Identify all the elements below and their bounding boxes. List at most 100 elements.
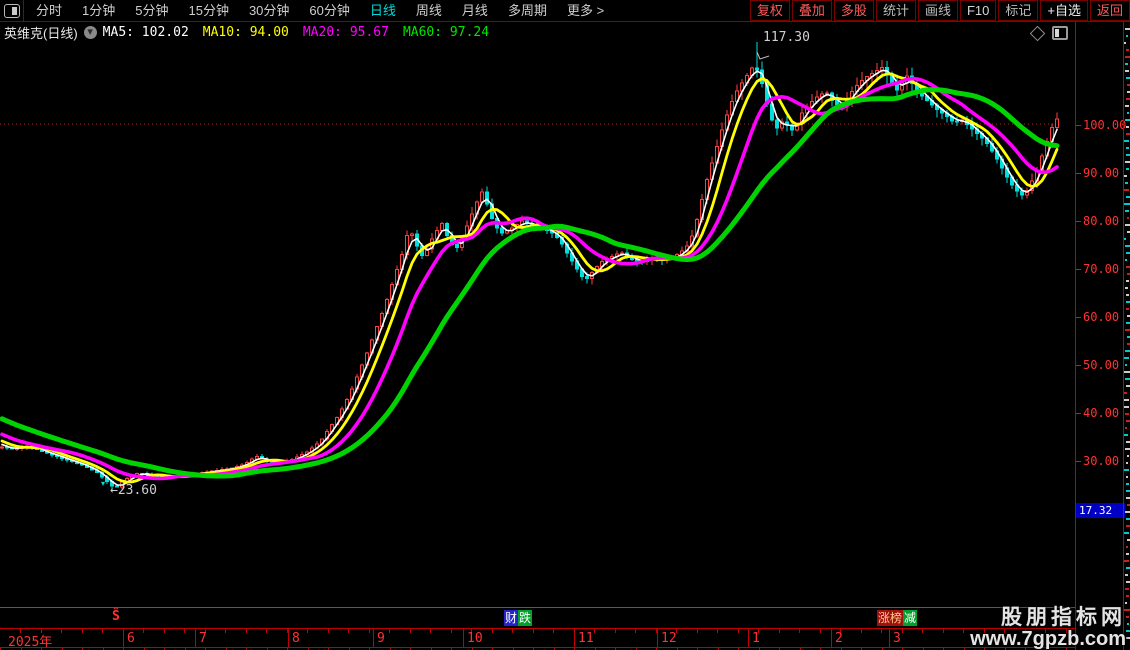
- bottom-tick: [820, 647, 821, 650]
- button-overlay[interactable]: 叠加: [791, 0, 832, 21]
- bottom-tick: [1066, 647, 1067, 650]
- date-minor-tick: [307, 629, 308, 633]
- mini-strip-mark: [1126, 91, 1130, 93]
- date-minor-tick: [82, 629, 83, 633]
- month-label: 9: [377, 631, 385, 646]
- mini-strip-mark: [1124, 560, 1130, 562]
- bottom-tick: [472, 647, 473, 650]
- mini-strip-mark: [1124, 357, 1130, 359]
- date-minor-tick: [512, 629, 513, 633]
- price-tick-label: 60.00: [1083, 310, 1120, 324]
- menu-item-timeshare[interactable]: 分时: [36, 3, 63, 18]
- chart-corner-icons: [1029, 25, 1068, 41]
- mini-strip-mark: [1125, 518, 1130, 520]
- price-tick: [1076, 221, 1081, 222]
- bottom-tick: [287, 647, 288, 650]
- date-minor-tick: [840, 629, 841, 633]
- menu-item-30min[interactable]: 30分钟: [248, 3, 290, 18]
- button-f10[interactable]: F10: [959, 0, 997, 21]
- bottom-tick: [144, 647, 145, 650]
- month-label: 2: [835, 631, 843, 646]
- mini-strip-mark: [1125, 280, 1129, 282]
- stock-name: 英维克(日线): [4, 25, 78, 41]
- bottom-tick: [205, 647, 206, 650]
- mini-strip-mark: [1126, 133, 1130, 135]
- button-back[interactable]: 返回: [1089, 0, 1130, 21]
- date-minor-tick: [594, 629, 595, 633]
- month-label: 3: [893, 631, 901, 646]
- candlestick-chart[interactable]: 117.30 ←23.60 ▾: [0, 30, 1075, 608]
- date-minor-tick: [963, 629, 964, 633]
- bottom-tick: [1005, 647, 1006, 650]
- button-draw-line[interactable]: 画线: [917, 0, 958, 21]
- indicator-tag: 财: [504, 610, 519, 626]
- bottom-tick: [574, 647, 575, 650]
- menu-item-weekly[interactable]: 周线: [415, 3, 442, 18]
- price-tick: [1076, 365, 1081, 366]
- bottom-tick: [923, 647, 924, 650]
- bottom-tick: [636, 647, 637, 650]
- mini-strip-mark: [1126, 539, 1130, 541]
- date-minor-tick: [738, 629, 739, 633]
- menu-item-more[interactable]: 更多 >: [566, 3, 605, 18]
- date-minor-tick: [902, 629, 903, 633]
- mini-strip-mark: [1125, 497, 1130, 499]
- bottom-tick: [964, 647, 965, 650]
- menu-item-monthly[interactable]: 月线: [461, 3, 488, 18]
- mini-strip-mark: [1125, 119, 1130, 121]
- signal-s-marker: Ŝ: [112, 609, 120, 624]
- price-tick-label: 70.00: [1083, 262, 1120, 276]
- signal-marker-row: Ŝ 财跌 涨榜减: [0, 608, 1075, 628]
- chevron-down-icon[interactable]: ▾: [83, 25, 97, 39]
- bottom-tick: [1025, 647, 1026, 650]
- menu-item-daily[interactable]: 日线: [369, 3, 396, 18]
- mini-strip-mark: [1125, 301, 1130, 303]
- mini-strip-mark: [1125, 196, 1130, 198]
- button-statistics[interactable]: 统计: [875, 0, 916, 21]
- mini-strip-mark: [1126, 98, 1130, 100]
- bottom-tick: [718, 647, 719, 650]
- mini-strip-mark: [1124, 371, 1130, 373]
- date-minor-tick: [779, 629, 780, 633]
- bottom-tick: [554, 647, 555, 650]
- mini-strip-mark: [1125, 147, 1129, 149]
- bottom-tick: [1046, 647, 1047, 650]
- bottom-tick: [123, 647, 124, 650]
- window-panel-icon[interactable]: [4, 3, 20, 18]
- price-tick-label: 40.00: [1083, 406, 1120, 420]
- price-axis: 100.00 90.00 80.00 70.00 60.00 50.00 40.00 30.0…: [1075, 22, 1126, 650]
- date-minor-tick: [471, 629, 472, 633]
- period-menu: 分时 1分钟 5分钟 15分钟 30分钟 60分钟 日线 周线 月线 多周期 更多 >: [26, 0, 614, 21]
- mini-strip-mark: [1124, 259, 1128, 261]
- menu-item-60min[interactable]: 60分钟: [309, 3, 350, 18]
- mini-strip-mark: [1124, 28, 1130, 30]
- bottom-tick: [492, 647, 493, 650]
- mini-strip-mark: [1126, 112, 1130, 114]
- menu-item-15min[interactable]: 15分钟: [188, 3, 229, 18]
- menu-item-multi-period[interactable]: 多周期: [507, 3, 547, 18]
- mini-strip-mark: [1124, 469, 1129, 471]
- mini-strip-mark: [1125, 595, 1130, 597]
- mini-strip-mark: [1126, 525, 1130, 527]
- button-add-watchlist[interactable]: +自选: [1040, 0, 1088, 21]
- price-tick: [1076, 461, 1081, 462]
- diamond-icon[interactable]: [1029, 25, 1046, 41]
- button-adjust-price[interactable]: 复权: [749, 0, 790, 21]
- bottom-tick: [513, 647, 514, 650]
- ma60-readout: MA60: 97.24: [402, 24, 490, 40]
- bottom-tick: [615, 647, 616, 650]
- button-multi-stock[interactable]: 多股: [833, 0, 874, 21]
- bottom-tick: [861, 647, 862, 650]
- chart-canvas[interactable]: [0, 42, 1075, 608]
- month-label: 6: [127, 631, 135, 646]
- date-minor-tick: [246, 629, 247, 633]
- button-mark[interactable]: 标记: [998, 0, 1039, 21]
- panel-icon[interactable]: [1052, 26, 1068, 40]
- mini-strip-mark: [1125, 490, 1130, 492]
- menu-item-1min[interactable]: 1分钟: [82, 3, 116, 18]
- menu-item-5min[interactable]: 5分钟: [135, 3, 169, 18]
- bottom-tick: [41, 647, 42, 650]
- date-minor-tick: [61, 629, 62, 633]
- month-label: 10: [467, 631, 483, 646]
- month-separator: [123, 629, 124, 647]
